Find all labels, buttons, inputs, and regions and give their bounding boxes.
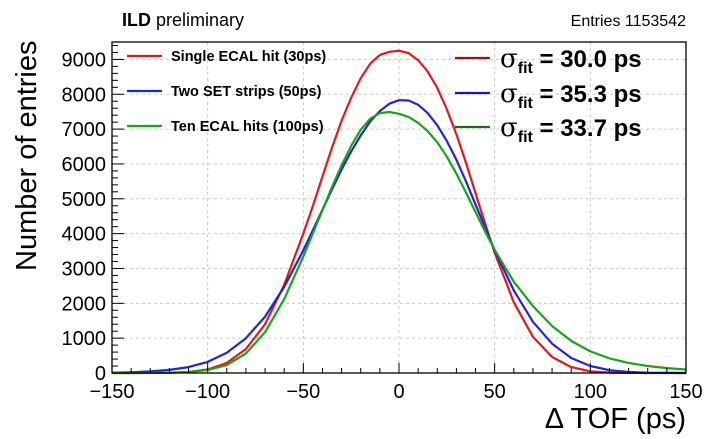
fit-value: = 35.3 ps [533, 81, 642, 108]
series-line-3 [112, 110, 687, 375]
legend-label-2: Two SET strips (50ps) [171, 84, 322, 100]
x-tick-label: 0 [393, 381, 404, 403]
y-tick-label: 5000 [62, 189, 107, 211]
y-tick-label: 6000 [62, 154, 107, 176]
x-tick-label: −100 [185, 381, 230, 403]
series-line-2 [111, 99, 687, 375]
fit-result-2: σfit = 35.3 ps [500, 79, 642, 112]
sigma-subscript: fit [518, 129, 534, 146]
x-tick-label: −150 [89, 381, 134, 403]
fit-result-3: σfit = 33.7 ps [500, 113, 642, 146]
fit-result-1: σfit = 30.0 ps [500, 44, 642, 77]
series-line-1 [112, 49, 686, 375]
x-tick-label: 100 [574, 381, 607, 403]
sigma-subscript: fit [518, 95, 534, 112]
y-tick-label: 9000 [62, 49, 107, 71]
y-tick-label: 7000 [62, 119, 107, 141]
series-layer [111, 49, 687, 375]
y-tick-label: 8000 [62, 84, 107, 106]
grid [112, 42, 686, 373]
entries-label: Entries [571, 13, 621, 30]
experiment-header: ILD preliminary [122, 10, 244, 30]
sigma-subscript: fit [518, 60, 534, 77]
x-tick-label: 50 [484, 381, 506, 403]
x-axis-tick-labels: −150 −100 −50 0 50 100 150 [89, 381, 702, 403]
axis-ticks [111, 44, 687, 374]
experiment-status: preliminary [156, 10, 244, 30]
legend-label-1: Single ECAL hit (30ps) [171, 49, 326, 65]
sigma-symbol: σ [500, 113, 518, 143]
y-tick-label: 2000 [62, 293, 107, 315]
sigma-symbol: σ [500, 79, 518, 109]
entries-stat: Entries 1153542 [571, 13, 686, 30]
fit-value: = 30.0 ps [533, 46, 642, 73]
y-tick-label: 3000 [62, 258, 107, 280]
legend: Single ECAL hit (30ps) Two SET strips (50… [127, 49, 326, 135]
sigma-symbol: σ [500, 44, 518, 74]
y-axis-title: Number of entries [11, 41, 43, 272]
x-tick-label: 150 [669, 381, 702, 403]
experiment-name: ILD [122, 10, 151, 30]
y-axis-tick-labels: 0 1000 2000 3000 4000 5000 6000 7000 8000 9000 [62, 49, 107, 385]
y-tick-label: 0 [95, 363, 106, 385]
fit-value: = 33.7 ps [533, 115, 642, 142]
legend-label-3: Ten ECAL hits (100ps) [171, 119, 324, 135]
y-tick-label: 1000 [62, 328, 107, 350]
x-tick-label: −50 [286, 381, 320, 403]
x-axis-title: Δ TOF (ps) [545, 403, 686, 435]
y-tick-label: 4000 [62, 224, 107, 246]
entries-value: 1153542 [625, 13, 686, 30]
